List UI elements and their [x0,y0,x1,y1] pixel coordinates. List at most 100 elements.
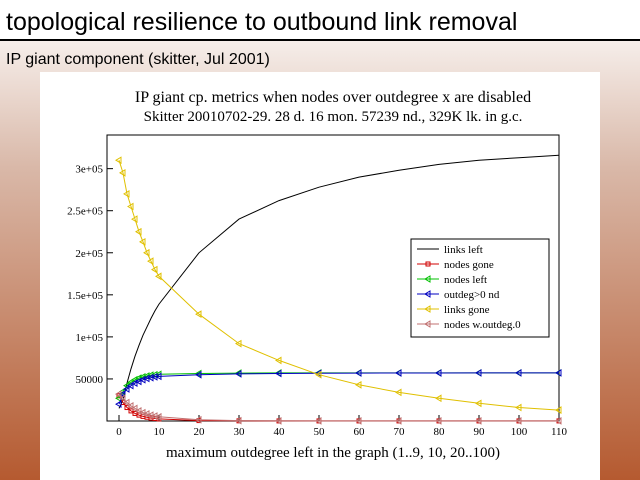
point-marker [395,417,402,425]
point-marker [128,408,134,414]
y-tick-label: 2e+05 [75,248,103,260]
chart: IP giant cp. metrics when nodes over out… [67,89,567,461]
point-marker [195,370,202,379]
legend-marker [424,275,431,283]
legend-label: links gone [444,304,490,316]
point-marker [135,407,142,415]
point-marker [115,390,122,398]
point-marker [475,369,482,377]
chart-title: IP giant cp. metrics when nodes over out… [135,89,531,106]
point-marker [195,310,202,319]
x-tick-label: 20 [194,426,206,438]
point-marker [235,416,242,425]
point-marker [515,403,522,412]
x-tick-label: 60 [354,426,366,438]
legend-marker [424,320,431,328]
legend-marker [424,305,431,313]
point-marker [147,257,154,266]
point-marker [355,380,362,389]
point-marker [235,339,242,348]
title-bar [0,0,640,40]
point-marker [131,404,138,413]
x-tick-label: 110 [551,426,568,438]
point-marker [235,370,242,378]
point-marker [435,369,442,377]
slide-title: topological resilience to outbound link … [6,8,517,36]
legend-marker [424,290,431,298]
point-marker [355,417,362,425]
point-marker [115,400,122,409]
point-marker [115,156,122,165]
point-marker [127,381,134,390]
point-marker [131,215,138,224]
x-tick-label: 70 [394,426,406,438]
point-marker [119,168,126,177]
chart-subtitle: Skitter 20010702-29. 28 d. 16 mon. 57239… [144,109,523,125]
point-marker [275,369,282,378]
point-marker [515,417,522,425]
point-marker [127,202,134,211]
point-marker [143,248,150,257]
point-marker [155,272,162,281]
point-marker [315,417,322,425]
x-tick-label: 40 [274,426,286,438]
x-tick-label: 0 [116,426,122,438]
point-marker [435,417,442,425]
point-marker [315,370,322,379]
point-marker [355,369,362,377]
slide-subtitle: IP giant component (skitter, Jul 2001) [6,51,270,68]
point-marker [435,394,442,403]
point-marker [555,406,562,414]
point-marker [151,265,158,274]
point-marker [123,385,130,393]
point-marker [135,377,142,386]
point-marker [475,417,482,425]
x-tick-label: 100 [511,426,528,438]
point-marker [127,401,134,410]
point-marker [155,412,162,421]
x-tick-label: 10 [154,426,166,438]
point-marker [143,409,150,418]
y-tick-label: 1e+05 [75,332,103,344]
x-tick-label: 50 [314,426,326,438]
point-marker [131,379,138,388]
point-marker [139,237,146,246]
x-tick-label: 30 [234,426,246,438]
point-marker [555,369,562,377]
y-tick-label: 3e+05 [75,164,103,176]
point-marker [195,415,202,424]
legend-label: links left [444,244,483,256]
point-marker [395,388,402,397]
point-marker [119,390,126,398]
series-line [118,393,559,422]
point-marker [555,417,562,425]
legend-marker [425,261,431,267]
point-marker [515,369,522,377]
legend-box [410,238,550,338]
point-marker [119,394,126,403]
legend-label: outdeg>0 nd [444,289,500,301]
series-line [118,372,559,405]
legend-label: nodes gone [444,259,494,271]
point-marker [475,399,482,408]
x-tick-label: 90 [474,426,486,438]
series-line [118,154,560,409]
point-marker [124,405,130,411]
y-tick-label: 50000 [76,374,104,386]
x-tick-label: 80 [434,426,446,438]
y-tick-label: 2.5e+05 [67,206,103,218]
series-line [118,160,560,411]
point-marker [123,398,130,407]
legend-label: nodes left [444,274,487,286]
point-marker [275,356,282,365]
point-marker [275,416,282,425]
point-marker [155,372,162,381]
x-axis-label: maximum outdegree left in the graph (1..… [166,445,500,461]
point-marker [139,408,146,417]
point-marker [123,189,130,198]
legend-label: nodes w.outdeg.0 [444,319,521,331]
point-marker [395,369,402,377]
point-marker [139,375,146,384]
